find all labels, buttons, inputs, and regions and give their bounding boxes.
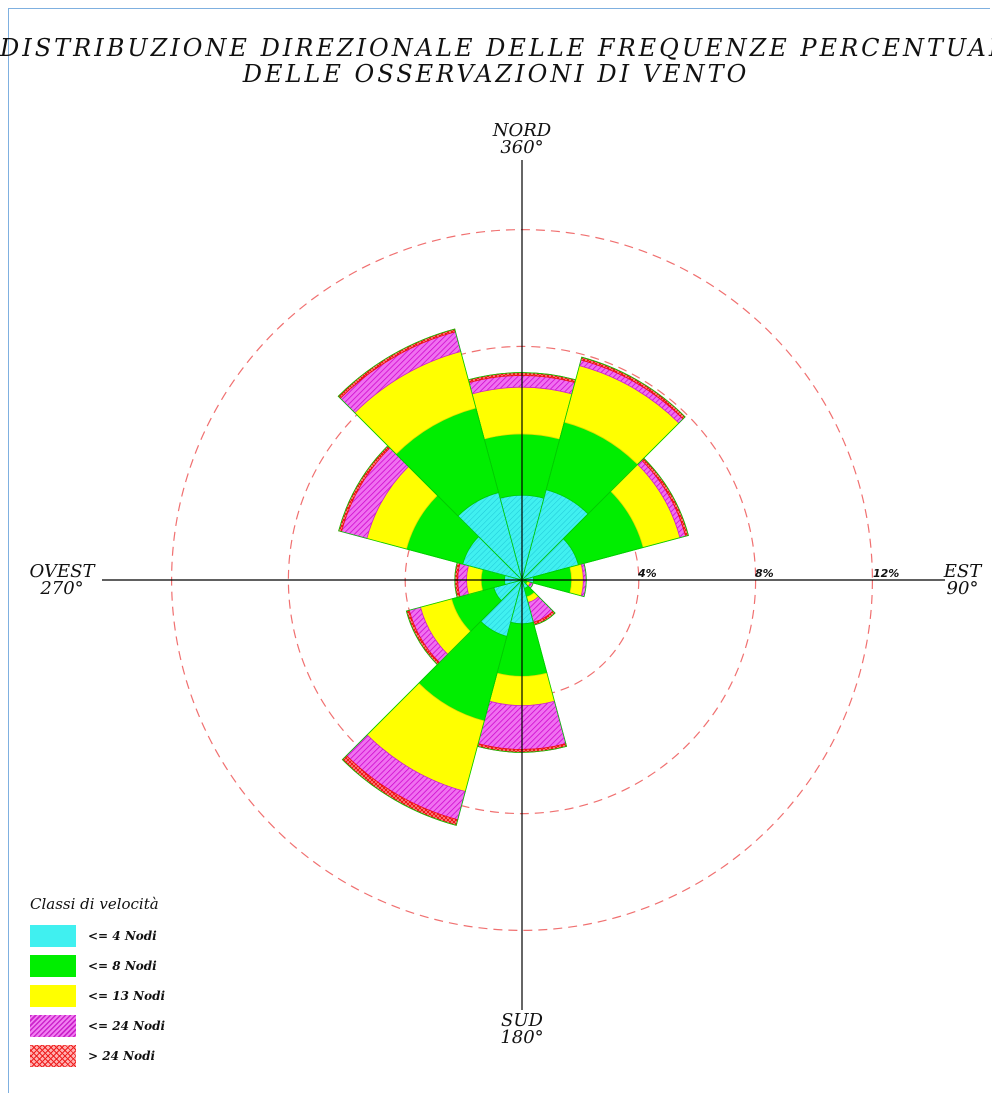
south-name: SUD	[501, 1010, 543, 1031]
legend-label-2: <= 8 Nodi	[88, 959, 157, 973]
ring-label-12: 12%	[873, 567, 900, 580]
north-label: NORD 360°	[472, 120, 572, 158]
south-label: SUD 180°	[472, 1010, 572, 1048]
east-label: EST 90°	[935, 561, 990, 599]
legend-swatch-cyan	[30, 925, 76, 947]
legend-label-5: > 24 Nodi	[88, 1049, 156, 1063]
legend-swatch-magenta	[30, 1015, 76, 1037]
ring-label-4: 4%	[638, 567, 657, 580]
ring-label-8: 8%	[755, 567, 774, 580]
sector-30-outline	[521, 356, 686, 582]
north-name: NORD	[492, 120, 552, 141]
legend-item-5: > 24 Nodi	[30, 1045, 250, 1075]
chart-frame	[8, 8, 990, 1093]
legend-item-3: <= 13 Nodi	[30, 985, 250, 1015]
sector-300-outline	[338, 445, 524, 581]
north-degrees: 360°	[500, 137, 544, 158]
west-degrees: 270°	[40, 578, 84, 599]
south-degrees: 180°	[500, 1027, 544, 1048]
legend-swatch-yellow	[30, 985, 76, 1007]
east-degrees: 90°	[946, 578, 979, 599]
legend-item-2: <= 8 Nodi	[30, 955, 250, 985]
legend: Classi di velocità <= 4 Nodi <= 8 Nodi <…	[30, 895, 250, 1075]
legend-swatch-red	[30, 1045, 76, 1067]
east-name: EST	[943, 561, 982, 582]
sector-210-outline	[341, 578, 523, 826]
legend-label-3: <= 13 Nodi	[88, 989, 166, 1003]
sector-240-outline	[405, 579, 524, 666]
legend-title: Classi di velocità	[30, 895, 159, 913]
legend-label-1: <= 4 Nodi	[88, 929, 157, 943]
legend-item-4: <= 24 Nodi	[30, 1015, 250, 1045]
west-label: OVEST 270°	[22, 561, 102, 599]
sector-330-outline	[337, 328, 523, 582]
legend-label-4: <= 24 Nodi	[88, 1019, 166, 1033]
sector-60-outline	[520, 457, 689, 581]
legend-swatch-green	[30, 955, 76, 977]
legend-item-1: <= 4 Nodi	[30, 925, 250, 955]
west-name: OVEST	[29, 561, 95, 582]
chart-title-line2: DELLE OSSERVAZIONI DI VENTO	[242, 60, 750, 88]
chart-title-line1: DISTRIBUZIONE DIREZIONALE DELLE FREQUENZ…	[0, 34, 992, 62]
